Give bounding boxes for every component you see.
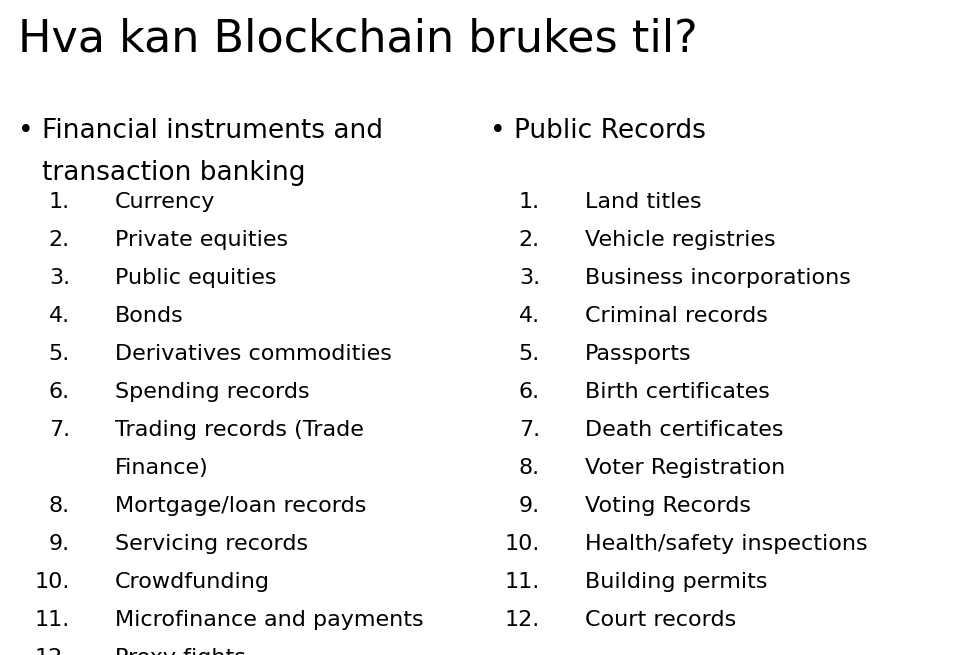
Text: 6.: 6. (49, 382, 70, 402)
Text: Business incorporations: Business incorporations (585, 268, 851, 288)
Text: 4.: 4. (49, 306, 70, 326)
Text: Building permits: Building permits (585, 572, 767, 592)
Text: •: • (18, 118, 34, 144)
Text: 12.: 12. (505, 610, 540, 630)
Text: Public Records: Public Records (514, 118, 706, 144)
Text: 3.: 3. (518, 268, 540, 288)
Text: 10.: 10. (35, 572, 70, 592)
Text: Voting Records: Voting Records (585, 496, 751, 516)
Text: 11.: 11. (505, 572, 540, 592)
Text: 7.: 7. (518, 420, 540, 440)
Text: 5.: 5. (518, 344, 540, 364)
Text: Land titles: Land titles (585, 192, 702, 212)
Text: Mortgage/loan records: Mortgage/loan records (115, 496, 367, 516)
Text: 1.: 1. (518, 192, 540, 212)
Text: Trading records (Trade: Trading records (Trade (115, 420, 364, 440)
Text: 12.: 12. (35, 648, 70, 655)
Text: 1.: 1. (49, 192, 70, 212)
Text: Court records: Court records (585, 610, 736, 630)
Text: Microfinance and payments: Microfinance and payments (115, 610, 423, 630)
Text: 3.: 3. (49, 268, 70, 288)
Text: Death certificates: Death certificates (585, 420, 783, 440)
Text: Financial instruments and: Financial instruments and (42, 118, 383, 144)
Text: 9.: 9. (49, 534, 70, 554)
Text: Currency: Currency (115, 192, 215, 212)
Text: Private equities: Private equities (115, 230, 288, 250)
Text: Voter Registration: Voter Registration (585, 458, 785, 478)
Text: 11.: 11. (35, 610, 70, 630)
Text: 10.: 10. (505, 534, 540, 554)
Text: 7.: 7. (49, 420, 70, 440)
Text: Public equities: Public equities (115, 268, 276, 288)
Text: 6.: 6. (518, 382, 540, 402)
Text: 8.: 8. (518, 458, 540, 478)
Text: 9.: 9. (518, 496, 540, 516)
Text: Crowdfunding: Crowdfunding (115, 572, 270, 592)
Text: 2.: 2. (49, 230, 70, 250)
Text: Finance): Finance) (115, 458, 208, 478)
Text: transaction banking: transaction banking (42, 160, 305, 186)
Text: Derivatives commodities: Derivatives commodities (115, 344, 392, 364)
Text: Hva kan Blockchain brukes til?: Hva kan Blockchain brukes til? (18, 18, 698, 61)
Text: Proxy fights: Proxy fights (115, 648, 246, 655)
Text: 8.: 8. (49, 496, 70, 516)
Text: Spending records: Spending records (115, 382, 310, 402)
Text: Servicing records: Servicing records (115, 534, 308, 554)
Text: Health/safety inspections: Health/safety inspections (585, 534, 868, 554)
Text: Criminal records: Criminal records (585, 306, 768, 326)
Text: Bonds: Bonds (115, 306, 183, 326)
Text: Passports: Passports (585, 344, 691, 364)
Text: •: • (490, 118, 506, 144)
Text: Vehicle registries: Vehicle registries (585, 230, 776, 250)
Text: 5.: 5. (49, 344, 70, 364)
Text: Birth certificates: Birth certificates (585, 382, 770, 402)
Text: 2.: 2. (518, 230, 540, 250)
Text: 4.: 4. (518, 306, 540, 326)
